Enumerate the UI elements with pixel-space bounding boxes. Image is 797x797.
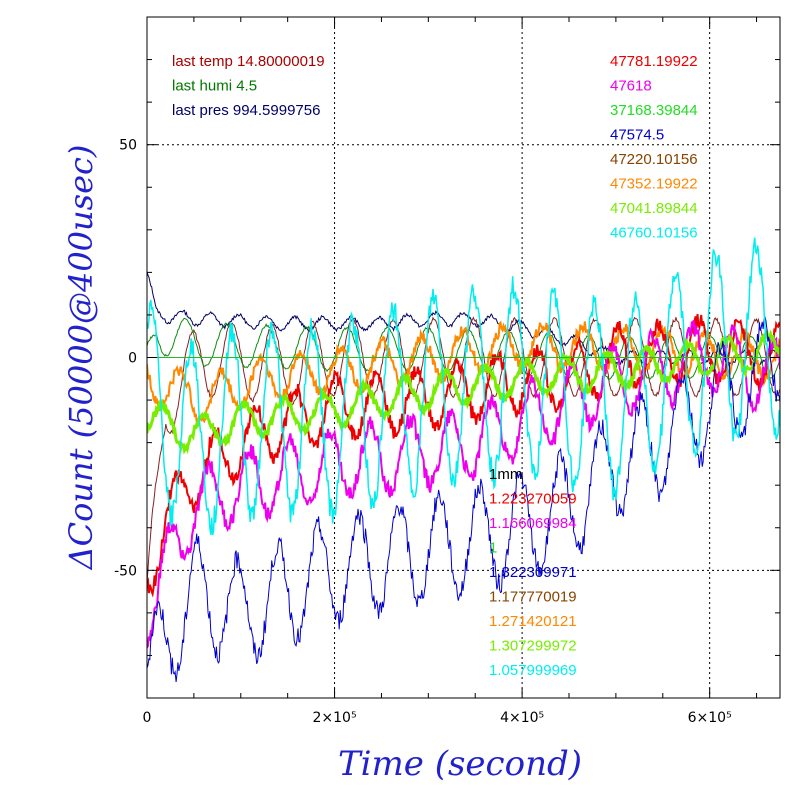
legend-ratio: 1 xyxy=(489,540,497,557)
legend-value: 47574.5 xyxy=(610,127,664,144)
x-tick-label: 4×10⁵ xyxy=(500,710,544,726)
series-line xyxy=(147,317,780,381)
env-label: last pres 994.5999756 xyxy=(172,102,320,119)
legend-ratio: 1.166069984 xyxy=(489,515,577,532)
legend-ratio: 1.057999969 xyxy=(489,662,577,679)
y-tick-label: 0 xyxy=(128,351,137,367)
legend-bottom: 1mm 1.223270059 1.166069984 1 1.322309971 1.1… xyxy=(489,466,577,679)
env-label: last temp 14.80000019 xyxy=(172,53,325,70)
legend-ratio: 1.177770019 xyxy=(489,589,577,606)
y-tick-labels: -50 0 50 xyxy=(114,138,137,580)
series-line xyxy=(147,237,780,536)
series-line xyxy=(147,329,780,455)
legend-ratio: 1.307299972 xyxy=(489,638,577,655)
series-line xyxy=(147,319,780,649)
series-line xyxy=(147,315,780,682)
environment-labels: last temp 14.80000019 last humi 4.5 last p… xyxy=(172,53,325,119)
legend-ratio: 1.223270059 xyxy=(489,491,577,508)
x-axis-title: Time (second) xyxy=(338,744,582,784)
series-layer xyxy=(147,237,780,682)
legend-ratio: 1.271420121 xyxy=(489,613,577,630)
x-tick-label: 0 xyxy=(143,710,152,726)
x-tick-label: 2×10⁵ xyxy=(313,710,357,726)
x-tick-label: 6×10⁵ xyxy=(688,710,732,726)
x-tick-labels: 0 2×10⁵ 4×10⁵ 6×10⁵ xyxy=(143,710,732,726)
legend-value: 47352.19922 xyxy=(610,176,698,193)
y-tick-label: -50 xyxy=(114,563,137,579)
legend-value: 47618 xyxy=(610,78,652,95)
y-tick-label: 50 xyxy=(119,138,137,154)
legend-value: 37168.39844 xyxy=(610,102,698,119)
legend-value: 47220.10156 xyxy=(610,151,698,168)
series-line xyxy=(147,316,780,584)
env-label: last humi 4.5 xyxy=(172,78,257,95)
legend-ratio: 1mm xyxy=(489,466,522,483)
axis-ticks xyxy=(146,16,780,698)
y-axis-title: ΔCount (50000@400usec) xyxy=(62,145,100,572)
legend-ratio: 1.322309971 xyxy=(489,564,577,581)
legend-value: 47781.19922 xyxy=(610,53,698,70)
zero-line-layer xyxy=(147,17,780,358)
series-line xyxy=(147,320,780,425)
legend-value: 46760.10156 xyxy=(610,225,698,242)
legend-value: 47041.89844 xyxy=(610,200,698,217)
legend-top-right: 47781.19922 47618 37168.39844 47574.5 47220.… xyxy=(610,53,698,242)
